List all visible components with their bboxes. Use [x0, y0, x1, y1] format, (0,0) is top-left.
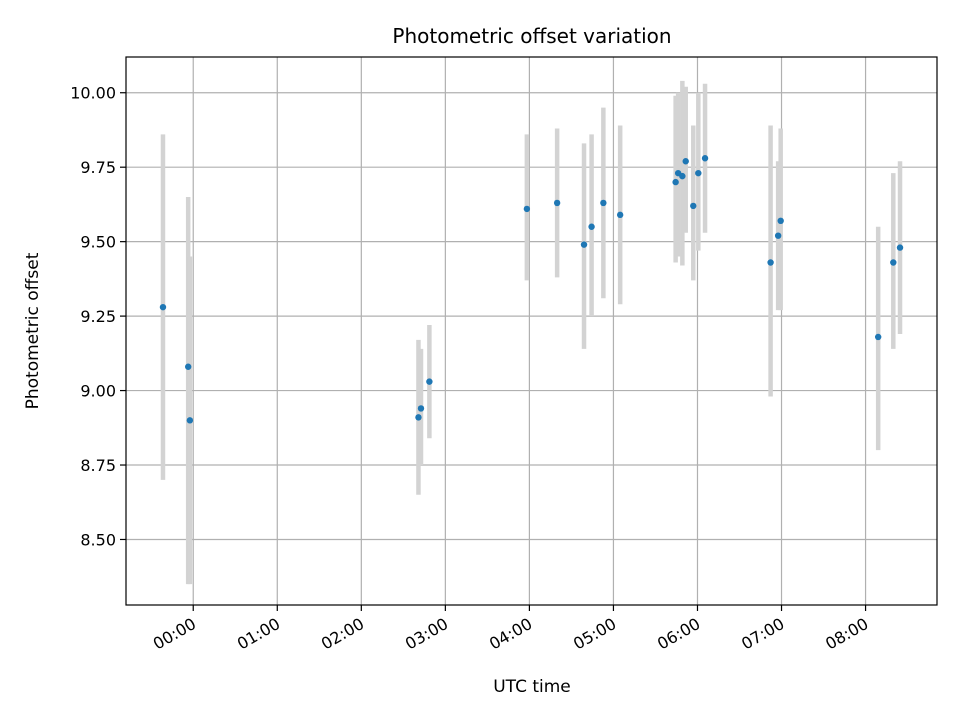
y-tick-label: 9.00: [80, 382, 116, 401]
data-point: [679, 172, 686, 180]
data-point: [682, 158, 689, 165]
data-point: [186, 417, 194, 424]
data-point: [600, 199, 607, 207]
y-tick-label: 9.25: [80, 307, 116, 326]
data-point: [695, 169, 702, 177]
data-point: [701, 155, 709, 162]
data-point: [523, 205, 531, 213]
data-point: [588, 223, 595, 230]
y-tick-label: 10.00: [70, 84, 116, 103]
data-point: [690, 202, 697, 210]
data-point: [890, 259, 897, 266]
y-axis-ticks: 8.50 8.75 9.00 9.25 9.50 9.75 10.00: [70, 84, 126, 549]
x-axis-title: UTC time: [493, 677, 571, 697]
data-point: [415, 414, 422, 421]
data-point: [553, 199, 561, 207]
grid-lines: [126, 57, 937, 605]
data-points: [159, 155, 904, 424]
y-axis-title: Photometric offset: [23, 252, 43, 409]
data-point: [874, 333, 882, 341]
y-tick-label: 9.50: [80, 233, 116, 252]
data-point: [777, 217, 784, 225]
data-point: [417, 405, 425, 412]
plot-frame: [125, 56, 938, 606]
data-point: [672, 178, 679, 186]
data-point: [767, 259, 774, 266]
y-tick-label: 9.75: [80, 158, 116, 177]
data-point: [184, 363, 192, 370]
data-point: [896, 244, 904, 251]
data-point: [159, 303, 167, 311]
chart-title: Photometric offset variation: [392, 24, 671, 48]
y-tick-label: 8.75: [80, 456, 116, 475]
y-tick-label: 8.50: [80, 530, 116, 549]
data-point: [426, 378, 433, 385]
data-point: [580, 241, 588, 248]
data-point: [616, 211, 624, 219]
data-point: [774, 232, 782, 239]
